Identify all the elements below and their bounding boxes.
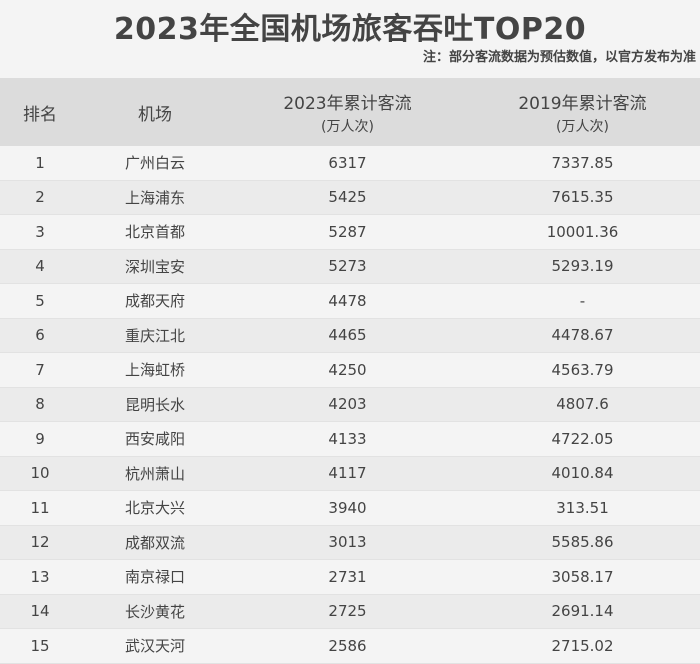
value-2019-cell: -	[579, 291, 586, 310]
value-2019-cell: 3058.17	[551, 567, 614, 586]
airport-cell: 昆明长水	[124, 395, 185, 414]
rank-cell: 15	[30, 636, 50, 655]
header-rank: 排名	[23, 104, 57, 125]
rank-cell: 10	[30, 464, 50, 483]
header-2023-unit: (万人次)	[321, 118, 374, 135]
airport-cell: 成都天府	[124, 292, 185, 311]
table-row: 7 上海虹桥 4250 4563.79	[0, 353, 700, 388]
airport-cell: 杭州萧山	[124, 464, 185, 483]
value-2023-cell: 5425	[328, 188, 367, 207]
header-2023: 2023年累计客流 (万人次)	[230, 89, 465, 136]
rank-cell: 6	[35, 326, 45, 345]
table-row: 1 广州白云 6317 7337.85	[0, 146, 700, 181]
value-2023-cell: 5273	[328, 257, 367, 276]
rank-cell: 5	[35, 291, 45, 310]
value-2019-cell: 7337.85	[551, 153, 614, 172]
airport-cell: 深圳宝安	[124, 257, 185, 276]
value-2023-cell: 6317	[328, 153, 367, 172]
airport-cell: 南京禄口	[124, 568, 185, 587]
value-2023-cell: 2586	[328, 636, 367, 655]
rank-cell: 12	[30, 533, 50, 552]
value-2019-cell: 4563.79	[551, 360, 614, 379]
airport-cell: 武汉天河	[124, 637, 185, 656]
header-2019-unit: (万人次)	[556, 118, 609, 135]
header-2023-label: 2023年累计客流	[283, 93, 412, 114]
rank-cell: 9	[35, 429, 45, 448]
value-2019-cell: 10001.36	[546, 222, 619, 241]
table-row: 6 重庆江北 4465 4478.67	[0, 318, 700, 353]
value-2019-cell: 2691.14	[551, 602, 614, 621]
rank-cell: 3	[35, 222, 45, 241]
table-row: 5 成都天府 4478 -	[0, 284, 700, 319]
rank-cell: 4	[35, 257, 45, 276]
rank-cell: 1	[35, 153, 45, 172]
table-row: 13 南京禄口 2731 3058.17	[0, 560, 700, 595]
footnote: 注：部分客流数据为预估数值，以官方发布为准	[422, 50, 696, 65]
table-row: 10 杭州萧山 4117 4010.84	[0, 456, 700, 491]
airport-cell: 上海浦东	[124, 188, 185, 207]
page-title: 2023年全国机场旅客吞吐TOP20	[113, 12, 587, 47]
table-row: 11 北京大兴 3940 313.51	[0, 491, 700, 526]
table-header: 排名 机场 2023年累计客流 (万人次) 2019年累计客流 (万人次)	[0, 78, 700, 146]
value-2023-cell: 4250	[328, 360, 367, 379]
rank-cell: 14	[30, 602, 50, 621]
value-2023-cell: 2725	[328, 602, 367, 621]
value-2019-cell: 5585.86	[551, 533, 614, 552]
table-row: 15 武汉天河 2586 2715.02	[0, 629, 700, 664]
rank-cell: 13	[30, 567, 50, 586]
airport-cell: 重庆江北	[124, 326, 185, 345]
value-2023-cell: 4465	[328, 326, 367, 345]
value-2023-cell: 4133	[328, 429, 367, 448]
airport-cell: 北京大兴	[124, 499, 185, 518]
value-2019-cell: 313.51	[556, 498, 609, 517]
value-2023-cell: 2731	[328, 567, 367, 586]
table-row: 4 深圳宝安 5273 5293.19	[0, 249, 700, 284]
value-2023-cell: 4117	[328, 464, 367, 483]
header-2019-label: 2019年累计客流	[518, 93, 647, 114]
table-row: 2 上海浦东 5425 7615.35	[0, 180, 700, 215]
value-2023-cell: 5287	[328, 222, 367, 241]
value-2023-cell: 4478	[328, 291, 367, 310]
value-2019-cell: 4807.6	[556, 395, 609, 414]
value-2019-cell: 5293.19	[551, 257, 614, 276]
value-2019-cell: 4478.67	[551, 326, 614, 345]
airport-table: 排名 机场 2023年累计客流 (万人次) 2019年累计客流 (万人次) 1 广…	[0, 78, 700, 664]
value-2019-cell: 4010.84	[551, 464, 614, 483]
rank-cell: 2	[35, 188, 45, 207]
value-2019-cell: 4722.05	[551, 429, 614, 448]
value-2019-cell: 2715.02	[551, 636, 614, 655]
value-2023-cell: 3940	[328, 498, 367, 517]
value-2019-cell: 7615.35	[551, 188, 614, 207]
table-row: 9 西安咸阳 4133 4722.05	[0, 422, 700, 457]
airport-cell: 北京首都	[124, 223, 185, 242]
airport-cell: 西安咸阳	[124, 430, 185, 449]
table-row: 3 北京首都 5287 10001.36	[0, 215, 700, 250]
airport-cell: 长沙黄花	[124, 602, 185, 621]
rank-cell: 8	[35, 395, 45, 414]
rank-cell: 11	[30, 498, 50, 517]
rank-cell: 7	[35, 360, 45, 379]
airport-cell: 成都双流	[124, 533, 185, 552]
airport-cell: 广州白云	[124, 154, 185, 173]
value-2023-cell: 3013	[328, 533, 367, 552]
value-2023-cell: 4203	[328, 395, 367, 414]
header-airport: 机场	[138, 104, 172, 125]
airport-cell: 上海虹桥	[124, 361, 185, 380]
header-2019: 2019年累计客流 (万人次)	[465, 89, 700, 136]
table-row: 8 昆明长水 4203 4807.6	[0, 387, 700, 422]
table-row: 14 长沙黄花 2725 2691.14	[0, 594, 700, 629]
table-body: 1 广州白云 6317 7337.85 2 上海浦东 5425 7615.35 3 北京首都 528…	[0, 146, 700, 664]
table-row: 12 成都双流 3013 5585.86	[0, 525, 700, 560]
